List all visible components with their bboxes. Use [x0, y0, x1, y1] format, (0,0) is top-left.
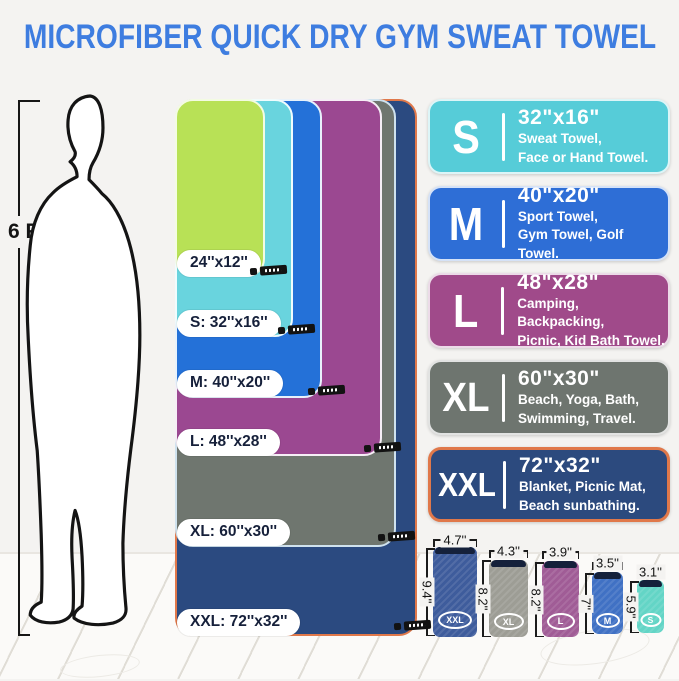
folded-width-label: 4.7'' — [440, 532, 470, 548]
folded-height-label: 8.2'' — [475, 583, 491, 614]
folded-edge — [639, 580, 662, 587]
tag-label — [373, 441, 402, 453]
folded-towel-xl: XL — [489, 560, 528, 637]
size-card-xxl: XXL 72"x32" Blanket, Picnic Mat, Beach s… — [428, 447, 670, 522]
size-card-xl: XL 60"x30" Beach, Yoga, Bath, Swimming, … — [428, 360, 670, 435]
measure-tick-top — [18, 100, 40, 102]
card-divider — [502, 373, 505, 422]
size-dimensions: 48"x28" — [517, 270, 600, 294]
size-use-line: Sweat Towel, — [518, 130, 602, 146]
size-dimensions: 40"x20" — [517, 183, 600, 207]
folded-height-label: 8.2'' — [528, 584, 544, 615]
size-letter: S — [452, 110, 480, 163]
card-divider — [501, 199, 505, 248]
tag-loop — [307, 387, 316, 396]
tag-label — [317, 384, 346, 396]
folded-towel-l: L — [542, 561, 579, 637]
tag-loop — [363, 444, 372, 453]
size-use-line: Blanket, Picnic Mat, — [519, 478, 646, 494]
size-letter: XL — [442, 374, 490, 420]
folded-height-measure: 8.2'' — [528, 562, 544, 637]
size-use-line: Camping, Backpacking, — [517, 295, 605, 330]
size-use-line: Gym Towel, Golf Towel. — [517, 227, 624, 261]
size-use-line: Swimming, Travel. — [518, 410, 636, 426]
folded-size-badge: S — [640, 613, 661, 627]
folded-height-measure: 9.4'' — [419, 548, 435, 636]
folded-width-measure: 3.1'' — [635, 564, 666, 580]
folded-size-badge: XL — [493, 613, 524, 630]
towel-size-pill: XXL: 72''x32'' — [177, 609, 301, 636]
folded-towel-xxl: XXL — [433, 547, 477, 637]
size-dimensions: 32"x16" — [518, 105, 600, 129]
folded-width-measure: 3.9'' — [542, 544, 579, 560]
folded-edge — [435, 547, 475, 554]
size-card-l: L 48"x28" Camping, Backpacking, Picnic, … — [428, 270, 670, 348]
folded-width-measure: 4.3'' — [489, 543, 528, 559]
page-title: MICROFIBER QUICK DRY GYM SWEAT TOWEL — [23, 18, 656, 56]
towel-size-pill: L: 48''x28'' — [177, 429, 280, 456]
folded-width-label: 3.1'' — [635, 564, 666, 580]
size-use-line: Face or Hand Towel. — [518, 149, 649, 165]
card-divider — [503, 460, 506, 509]
card-divider — [501, 286, 505, 335]
folded-height-label: 7'' — [578, 594, 594, 613]
height-measure-line — [18, 100, 20, 636]
flat-towel-24x12 — [175, 99, 265, 277]
towel-size-pill: S: 32''x16'' — [177, 310, 281, 337]
folded-width-measure: 3.5'' — [592, 555, 623, 571]
folded-width-label: 3.5'' — [592, 555, 623, 571]
size-letter: M — [448, 197, 484, 250]
folded-towel-s: S — [637, 580, 664, 633]
size-use-line: Beach sunbathing. — [519, 497, 640, 513]
tag-loop — [249, 267, 258, 276]
folded-width-measure: 4.7'' — [433, 532, 477, 548]
measure-tick-bottom — [18, 634, 30, 636]
size-letter: L — [452, 284, 479, 337]
size-letter: XXL — [438, 465, 496, 503]
tag-label — [387, 530, 416, 542]
tag-loop — [377, 533, 386, 542]
size-card-list: S 32"x16" Sweat Towel, Face or Hand Towe… — [428, 99, 670, 522]
folded-edge — [594, 572, 621, 579]
folded-height-measure: 8.2'' — [475, 560, 491, 637]
size-card-s: S 32"x16" Sweat Towel, Face or Hand Towe… — [428, 99, 670, 174]
tag-loop — [277, 326, 286, 335]
folded-width-label: 3.9'' — [545, 544, 576, 560]
folded-width-label: 4.3'' — [493, 543, 524, 559]
size-dimensions: 60"x30" — [518, 366, 600, 390]
folded-height-label: 5.9'' — [623, 592, 639, 622]
towel-size-pill: M: 40''x20'' — [177, 370, 284, 397]
tag-label — [287, 323, 316, 335]
folded-size-badge: XXL — [438, 611, 472, 629]
size-use-line: Picnic, Kid Bath Towel. — [517, 332, 665, 348]
folded-size-badge: M — [595, 613, 620, 628]
card-divider — [502, 112, 505, 161]
tag-loop — [393, 622, 402, 631]
folded-height-label: 9.4'' — [419, 577, 435, 607]
towel-size-pill: 24''x12'' — [177, 250, 261, 277]
size-dimensions: 72"x32" — [519, 453, 601, 477]
folded-edge — [544, 561, 577, 568]
folded-towel-m: M — [592, 572, 623, 634]
towel-size-pill: XL: 60''x30'' — [177, 519, 291, 546]
folded-edge — [491, 560, 526, 567]
folded-height-measure: 7'' — [578, 573, 594, 634]
size-use-line: Sport Towel, — [517, 208, 598, 224]
size-card-m: M 40"x20" Sport Towel, Gym Towel, Golf T… — [428, 183, 670, 261]
folded-height-measure: 5.9'' — [623, 581, 639, 633]
folded-size-badge: L — [546, 613, 575, 630]
size-use-line: Beach, Yoga, Bath, — [518, 391, 640, 407]
person-outline-silhouette — [25, 94, 142, 627]
tag-label — [403, 619, 432, 631]
tag-label — [259, 264, 288, 276]
